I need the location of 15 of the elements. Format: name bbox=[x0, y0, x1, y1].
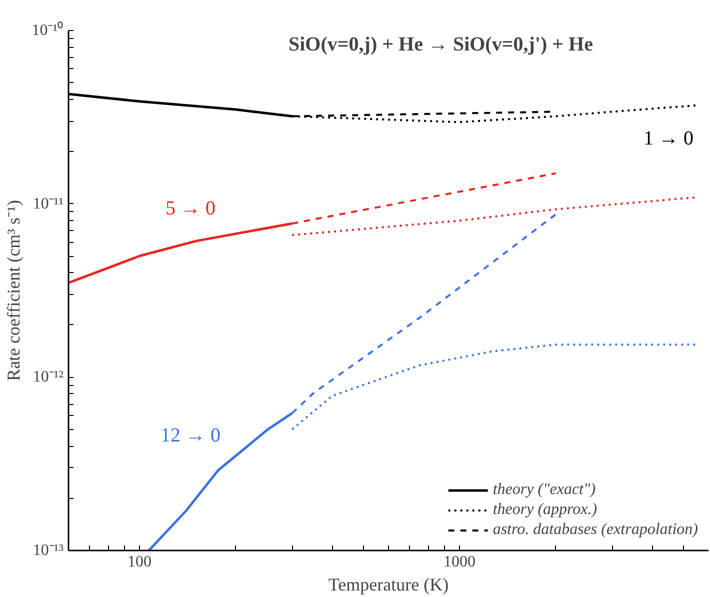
legend-label: theory (approx.) bbox=[492, 501, 598, 519]
annotation: 5 → 0 bbox=[166, 198, 216, 220]
x-axis-title: Temperature (K) bbox=[328, 574, 449, 594]
annotation: SiO(v=0,j) + He → SiO(v=0,j') + He bbox=[288, 34, 594, 56]
legend-label: astro. databases (extrapolation) bbox=[492, 521, 698, 539]
y-tick-label: 10⁻¹⁰ bbox=[32, 21, 64, 39]
y-tick-label: 10⁻¹² bbox=[32, 368, 64, 386]
legend-label: theory ("exact") bbox=[492, 481, 596, 499]
annotation: 12 → 0 bbox=[160, 424, 220, 446]
y-tick-label: 10⁻¹³ bbox=[32, 542, 64, 559]
y-tick-label: 10⁻¹¹ bbox=[32, 195, 64, 212]
x-tick-label: 100 bbox=[127, 554, 152, 570]
x-tick-label: 1000 bbox=[443, 554, 476, 570]
y-axis-title: Rate coefficient (cm³ s⁻¹) bbox=[4, 200, 24, 381]
annotation: 1 → 0 bbox=[644, 128, 694, 150]
